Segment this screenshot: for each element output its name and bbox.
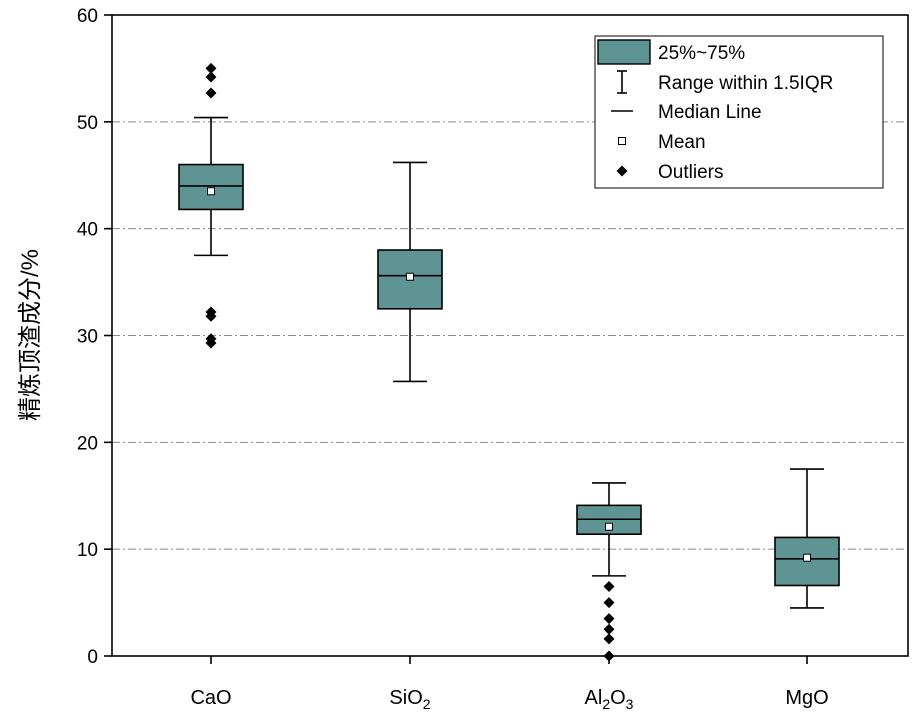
outlier-point [603,597,615,609]
legend-label: Outliers [658,162,723,183]
legend-label: Mean [658,132,706,153]
legend-label: Range within 1.5IQR [658,73,833,94]
legend-label: Median Line [658,102,762,123]
x-tick-label: MgO [785,687,828,709]
outlier-point [205,310,217,322]
x-tick-label: SiO2 [389,687,430,712]
legend-item-outlier: Outliers [616,162,723,183]
y-axis-title: 精炼顶渣成分/% [17,249,44,421]
box-mgo [774,468,840,609]
outlier-point [603,613,615,625]
legend: 25%~75% Range within 1.5IQR Median Line Mea… [594,35,884,189]
x-tick-label: CaO [190,687,231,709]
legend-item-whisker: Range within 1.5IQR [617,70,833,94]
legend-outlier-symbol [616,165,628,177]
outlier-point [205,62,217,74]
y-tick-label: 0 [87,647,98,668]
outlier-point [603,633,615,645]
legend-box-swatch [597,39,651,65]
outlier-point [205,337,217,349]
y-tick-label: 60 [77,6,98,27]
axes: 0 10 20 30 40 50 60 CaO SiO2 Al2O3 MgO [77,6,909,712]
box-al2o3 [576,482,642,662]
iqr-box [178,163,244,211]
box-cao [178,62,244,349]
y-tick-label: 20 [77,433,98,454]
x-tick-label: Al2O3 [585,687,634,712]
outlier-point [205,87,217,99]
legend-item-median: Median Line [611,102,762,123]
outlier-point [603,581,615,593]
legend-label: 25%~75% [658,43,745,64]
y-tick-label: 50 [77,113,98,134]
legend-mean-symbol [618,137,626,145]
box-series [178,62,840,662]
y-tick-label: 10 [77,540,98,561]
mean-marker [803,553,811,562]
box-sio2 [377,161,443,383]
mean-marker [605,522,613,531]
outlier-point [603,623,615,635]
y-tick-label: 40 [77,220,98,241]
mean-marker [406,272,414,281]
legend-item-box: 25%~75% [597,39,745,65]
y-tick-label: 30 [77,327,98,348]
mean-marker [207,187,215,196]
legend-item-mean: Mean [618,132,706,153]
outlier-point [205,71,217,83]
